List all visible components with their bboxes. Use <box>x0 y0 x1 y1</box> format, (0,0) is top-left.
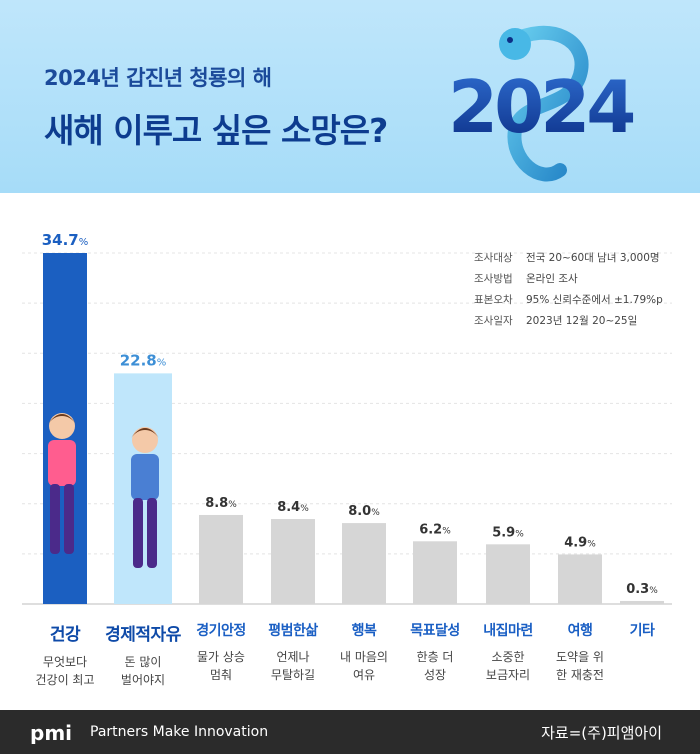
survey-info-key: 표본오차 <box>474 294 513 306</box>
survey-info-value: 2023년 12월 20~25일 <box>526 315 638 327</box>
subtitle: 2024년 갑진년 청룡의 해 <box>44 66 272 90</box>
category-description: 내 마음의 여유 <box>340 650 388 682</box>
category-name: 건강 <box>49 625 81 645</box>
value-label: 5.9% <box>492 525 524 540</box>
survey-info-row: 표본오차 95% 신뢰수준에서 ±1.79%p <box>474 290 663 311</box>
pmi-logo: pmi <box>30 722 72 744</box>
value-label-number: 5.9 <box>492 525 515 540</box>
category-name: 행복 <box>351 623 377 639</box>
value-label-number: 0.3 <box>626 582 649 597</box>
footer: pmi Partners Make Innovation 자료=(주)피앰아이 <box>0 710 700 754</box>
value-label: 4.9% <box>564 535 596 550</box>
value-label-number: 34.7 <box>42 231 79 249</box>
value-label-unit: % <box>649 586 658 596</box>
category-description: 무엇보다 건강이 최고 <box>35 655 95 687</box>
category-name: 목표달성 <box>410 623 460 639</box>
bar-4 <box>271 519 315 604</box>
category-description: 도약을 위 한 재충전 <box>556 650 604 682</box>
survey-info-row: 조사방법 온라인 조사 <box>474 269 663 290</box>
value-label-unit: % <box>79 237 89 248</box>
survey-info-value: 온라인 조사 <box>526 273 578 285</box>
category-name: 내집마련 <box>483 623 533 639</box>
value-label-number: 8.8 <box>205 496 228 511</box>
category-description: 언제나 무탈하길 <box>270 650 316 682</box>
value-label-unit: % <box>371 508 380 518</box>
header-band: 2024년 갑진년 청룡의 해 새해 이루고 싶은 소망은? 2024 <box>0 0 700 193</box>
chart-area: 34.7% 22.8% 8.8% 8.4% 8.0% 6.2% 5.9% 4.9% 0.3% <box>0 193 700 710</box>
category-name: 경기안정 <box>196 623 246 639</box>
category-description: 한층 더 성장 <box>416 650 454 682</box>
bar-chart: 34.7%22.8%8.8% 8.4% 8.0%6.2% 5.9%4.9%0.3% <box>22 231 672 605</box>
dragon-body <box>503 25 589 182</box>
survey-info-key: 조사방법 <box>474 273 513 285</box>
value-label-unit: % <box>442 526 451 536</box>
dragon-eye <box>507 37 513 43</box>
category-name: 경제적자유 <box>105 625 181 645</box>
bar-7 <box>486 544 530 604</box>
bar-6 <box>413 541 457 604</box>
value-label-number: 8.4 <box>277 500 300 515</box>
survey-info-row: 조사일자 2023년 12월 20~25일 <box>474 311 663 332</box>
value-label-unit: % <box>515 529 524 539</box>
value-label: 8.8% <box>205 496 237 511</box>
category-description: 소중한 보금자리 <box>485 650 531 682</box>
value-label-unit: % <box>300 504 309 514</box>
source-credit: 자료=(주)피앰아이 <box>541 724 662 742</box>
survey-info-value: 95% 신뢰수준에서 ±1.79%p <box>526 294 663 306</box>
dragon-head <box>499 28 531 60</box>
category-name: 여행 <box>567 623 593 639</box>
bar-3 <box>199 514 243 604</box>
svg-text:pmi: pmi <box>30 722 72 744</box>
survey-info-row: 조사대상 전국 20~60대 남녀 3,000명 <box>474 248 663 269</box>
bar-5 <box>342 523 386 604</box>
survey-info-key: 조사일자 <box>474 315 513 327</box>
value-label-number: 8.0 <box>348 504 371 519</box>
survey-info-value: 전국 20~60대 남녀 3,000명 <box>526 252 660 264</box>
dragon-2024-illustration: 2024 <box>448 25 637 182</box>
value-label: 8.0% <box>348 504 380 519</box>
page-title: 새해 이루고 싶은 소망은? <box>44 111 388 150</box>
value-label-unit: % <box>587 539 596 549</box>
footer-tagline: Partners Make Innovation <box>90 724 269 740</box>
value-label-number: 22.8 <box>120 351 157 369</box>
bar-9 <box>620 600 664 604</box>
year-text: 2024 <box>448 65 633 149</box>
category-label: 기타 <box>594 620 690 648</box>
value-label: 8.4% <box>277 500 309 515</box>
category-description: 돈 많이 벌어야지 <box>120 655 166 687</box>
value-label-unit: % <box>228 500 237 510</box>
bar-8 <box>558 554 602 604</box>
businessman-character-illustration <box>131 427 159 568</box>
value-label-number: 4.9 <box>564 535 587 550</box>
survey-info-key: 조사대상 <box>474 252 513 264</box>
category-name: 평범한삶 <box>268 623 318 639</box>
value-label: 0.3% <box>626 582 658 597</box>
value-label-unit: % <box>157 357 167 368</box>
category-description: 물가 상승 멈춰 <box>197 650 245 682</box>
value-label: 22.8% <box>120 351 167 369</box>
category-name: 기타 <box>629 623 655 639</box>
value-label: 6.2% <box>419 522 451 537</box>
value-label-number: 6.2 <box>419 522 442 537</box>
runner-character-illustration <box>48 413 76 554</box>
value-label: 34.7% <box>42 231 89 249</box>
